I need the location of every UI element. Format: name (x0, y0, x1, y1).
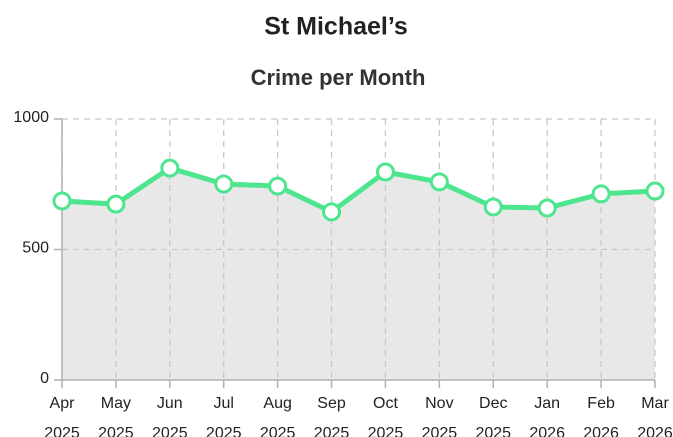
x-tick-label: Oct 2025 (368, 395, 404, 437)
x-tick-label: Jun 2025 (152, 395, 188, 437)
point (645, 181, 665, 201)
x-tick-label: Jul 2025 (206, 395, 242, 437)
point (160, 158, 180, 178)
area (62, 168, 655, 380)
x-tick-label: Mar 2026 (637, 395, 673, 437)
point (106, 194, 126, 214)
x-tick-label: Dec 2025 (475, 395, 511, 437)
point (483, 197, 503, 217)
x-tick-label: Sep 2025 (314, 395, 350, 437)
x-tick-label: Jan 2026 (529, 395, 565, 437)
point (268, 176, 288, 196)
chart-subtitle: Crime per Month (251, 65, 426, 90)
x-tick-label: May 2025 (98, 395, 134, 437)
x-tick-label: Aug 2025 (260, 395, 296, 437)
point (591, 184, 611, 204)
point (214, 174, 234, 194)
x-tick-label: Apr 2025 (44, 395, 80, 437)
point (429, 172, 449, 192)
x-tick-label: Nov 2025 (422, 395, 458, 437)
chart-title: St Michael’s (264, 13, 408, 41)
point (52, 191, 72, 211)
y-tick-label: 1000 (13, 109, 49, 126)
y-tick-label: 0 (40, 370, 49, 387)
y-tick-label: 500 (22, 240, 49, 257)
point (322, 202, 342, 222)
point (537, 198, 557, 218)
x-tick-label: Feb 2026 (583, 395, 619, 437)
point (375, 162, 395, 182)
